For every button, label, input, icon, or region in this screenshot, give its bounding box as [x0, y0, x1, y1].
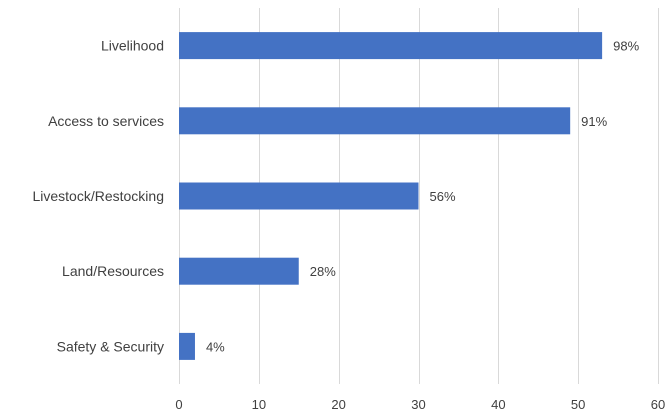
data-labels: 98% 91% 56% 28% 4% — [206, 39, 640, 355]
bar-1 — [179, 107, 571, 135]
x-axis-tick-labels: 0 10 20 30 40 50 60 — [175, 397, 665, 412]
data-label: 98% — [613, 39, 639, 54]
bars — [179, 32, 603, 360]
bar-3 — [179, 257, 299, 285]
category-label: Access to services — [48, 113, 164, 129]
category-label: Livestock/Restocking — [32, 188, 164, 204]
category-label: Livelihood — [101, 38, 164, 54]
x-tick-label: 40 — [491, 397, 505, 412]
category-label: Land/Resources — [62, 263, 164, 279]
x-tick-label: 10 — [252, 397, 266, 412]
category-labels: Livelihood Access to services Livestock/Re… — [32, 38, 164, 355]
data-label: 91% — [581, 114, 607, 129]
data-label: 4% — [206, 339, 225, 354]
x-tick-label: 0 — [175, 397, 182, 412]
bar-2 — [179, 182, 419, 210]
x-tick-label: 20 — [331, 397, 345, 412]
x-tick-label: 30 — [411, 397, 425, 412]
category-label: Safety & Security — [57, 338, 164, 354]
x-tick-label: 60 — [651, 397, 665, 412]
bar-0 — [179, 32, 603, 60]
x-tick-label: 50 — [571, 397, 585, 412]
data-label: 56% — [430, 189, 456, 204]
data-label: 28% — [310, 264, 336, 279]
bar-4 — [179, 332, 195, 360]
